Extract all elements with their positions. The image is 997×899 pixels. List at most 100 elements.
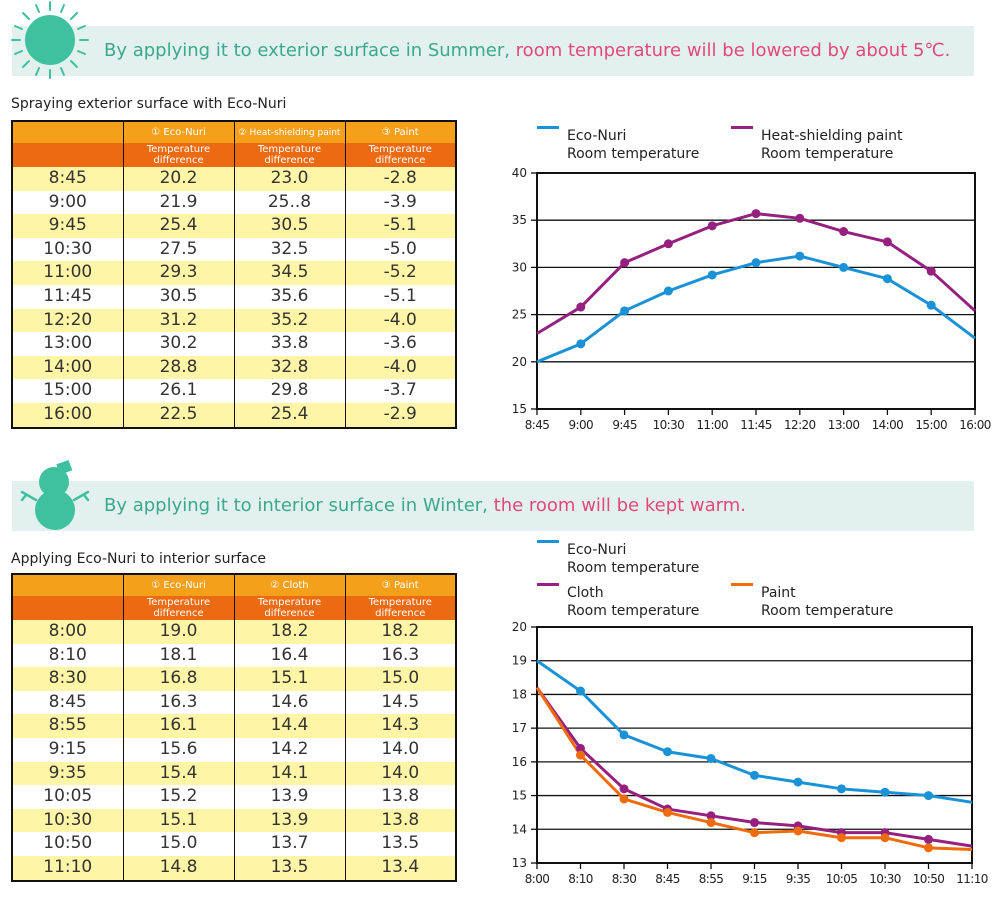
value-cell: 15.6 — [122, 737, 235, 762]
summer-col-head: ② Heat-shielding paint — [233, 121, 346, 143]
time-cell: 12:20 — [11, 308, 124, 333]
value-cell: 29.3 — [122, 261, 235, 285]
data-point — [706, 811, 716, 821]
data-point — [793, 826, 803, 836]
table-row: 11:45 30.5 35.6 -5.1 — [11, 284, 457, 309]
data-point — [880, 828, 890, 838]
value-cell: 16.1 — [122, 714, 235, 738]
table-row: 8:45 20.2 23.0 -2.8 — [11, 167, 457, 191]
data-point — [576, 302, 586, 312]
data-point — [882, 237, 892, 247]
x-tick-label: 14:00 — [872, 418, 904, 432]
value-cell: 15.2 — [122, 785, 235, 809]
series-line — [536, 254, 976, 364]
value-cell: -5.1 — [344, 284, 457, 309]
value-cell: 15.0 — [122, 832, 235, 856]
data-point — [880, 833, 890, 843]
value-cell: 25..8 — [233, 190, 346, 215]
table-row: 8:45 16.3 14.6 14.5 — [11, 690, 457, 715]
summer-col-head — [11, 121, 124, 143]
value-cell: 14.5 — [344, 690, 457, 715]
x-tick-label: 10:30 — [869, 872, 901, 886]
winter-caption: Applying Eco-Nuri to interior surface — [11, 551, 267, 567]
table-row: 8:30 16.8 15.1 15.0 — [11, 667, 457, 691]
y-tick-label: 19 — [512, 654, 527, 668]
data-point — [663, 286, 673, 296]
data-point — [751, 209, 761, 219]
value-cell: 30.2 — [122, 332, 235, 356]
summer-legend-swatch — [731, 125, 753, 129]
value-cell: 25.4 — [122, 214, 235, 238]
value-cell: -3.9 — [344, 190, 457, 215]
value-cell: 20.2 — [122, 167, 235, 191]
time-cell: 9:35 — [11, 761, 124, 786]
winter-banner-text-highlight: the room will be kept warm. — [493, 495, 747, 516]
y-tick-label: 20 — [512, 620, 527, 634]
value-cell: 33.8 — [233, 332, 346, 356]
time-cell: 14:00 — [11, 355, 124, 380]
x-tick-label: 9:35 — [786, 872, 811, 886]
value-cell: 14.8 — [122, 855, 235, 881]
winter-col-head: ③ Paint — [344, 574, 457, 596]
value-cell: 13.5 — [233, 855, 346, 881]
value-cell: 14.3 — [344, 714, 457, 738]
value-cell: 15.1 — [122, 808, 235, 833]
x-tick-label: 10:30 — [653, 418, 685, 432]
summer-banner-text: By applying it to exterior surface in Su… — [104, 26, 950, 76]
time-cell: 8:45 — [11, 690, 124, 715]
data-point — [706, 753, 716, 763]
value-cell: 35.2 — [233, 308, 346, 333]
value-cell: 14.6 — [233, 690, 346, 715]
data-point — [619, 730, 629, 740]
table-row: 8:10 18.1 16.4 16.3 — [11, 643, 457, 668]
winter-legend-line2: Room temperature — [567, 603, 700, 619]
summer-sub-head: Temperature difference — [122, 143, 235, 167]
summer-col-head: ① Eco-Nuri — [122, 121, 235, 143]
summer-col-head: ③ Paint — [344, 121, 457, 143]
winter-col-head — [11, 574, 124, 596]
x-tick-label: 11:10 — [956, 872, 988, 886]
value-cell: 30.5 — [122, 284, 235, 309]
winter-sub-head: Temperature difference — [122, 596, 235, 620]
data-point — [795, 213, 805, 223]
summer-legend-line2: Room temperature — [567, 146, 700, 162]
value-cell: 18.2 — [344, 620, 457, 644]
y-tick-label: 18 — [512, 687, 527, 701]
value-cell: 14.0 — [344, 737, 457, 762]
time-cell: 10:30 — [11, 237, 124, 262]
value-cell: 18.1 — [122, 643, 235, 668]
time-cell: 10:05 — [11, 785, 124, 809]
value-cell: 32.8 — [233, 355, 346, 380]
table-row: 8:55 16.1 14.4 14.3 — [11, 714, 457, 738]
table-row: 11:00 29.3 34.5 -5.2 — [11, 261, 457, 285]
plot-frame — [536, 626, 973, 864]
summer-banner-text-highlight: room temperature will be lowered by abou… — [515, 40, 951, 61]
table-row: 12:20 31.2 35.2 -4.0 — [11, 308, 457, 333]
data-point — [706, 818, 716, 828]
x-tick-label: 16:00 — [959, 418, 991, 432]
value-cell: -5.1 — [344, 214, 457, 238]
table-row: 16:00 22.5 25.4 -2.9 — [11, 402, 457, 428]
data-point — [750, 770, 759, 780]
winter-banner: By applying it to interior surface in Wi… — [12, 481, 974, 531]
data-point — [837, 833, 846, 843]
winter-legend-item: Paint Room temperature — [731, 582, 894, 620]
summer-legend-swatch — [537, 125, 559, 129]
data-point — [619, 784, 629, 794]
value-cell: -2.8 — [344, 167, 457, 191]
value-cell: -2.9 — [344, 402, 457, 428]
sun-icon — [11, 1, 89, 79]
value-cell: -3.7 — [344, 379, 457, 403]
winter-table: ① Eco-Nuri ② Cloth ③ Paint Temperature d… — [11, 573, 457, 882]
summer-sub-head: Temperature difference — [233, 143, 346, 167]
data-point — [750, 828, 759, 838]
winter-col-head: ② Cloth — [233, 574, 346, 596]
winter-legend-line1: Eco-Nuri — [567, 542, 627, 558]
time-cell: 16:00 — [11, 402, 124, 428]
winter-col-head: ① Eco-Nuri — [122, 574, 235, 596]
value-cell: -3.6 — [344, 332, 457, 356]
data-point — [924, 791, 933, 801]
value-cell: 27.5 — [122, 237, 235, 262]
table-row: 9:00 21.9 25..8 -3.9 — [11, 190, 457, 215]
winter-legend-line2: Room temperature — [761, 603, 894, 619]
